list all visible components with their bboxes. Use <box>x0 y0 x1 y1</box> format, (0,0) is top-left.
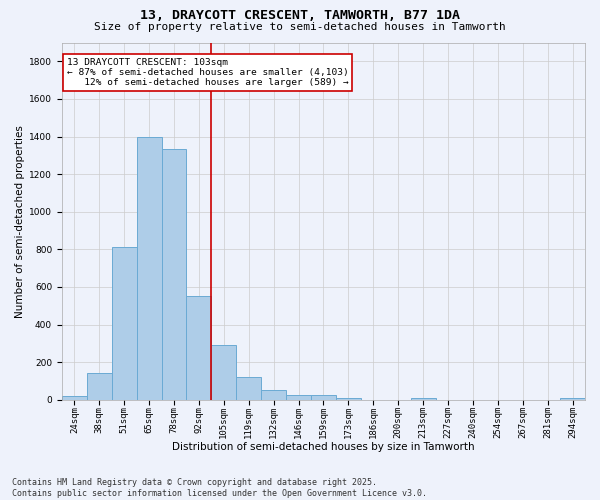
Bar <box>161 149 187 400</box>
Y-axis label: Number of semi-detached properties: Number of semi-detached properties <box>15 124 25 318</box>
Bar <box>236 378 261 400</box>
Bar <box>137 136 161 400</box>
Text: Contains HM Land Registry data © Crown copyright and database right 2025.
Contai: Contains HM Land Registry data © Crown c… <box>12 478 427 498</box>
Text: 13 DRAYCOTT CRESCENT: 103sqm
← 87% of semi-detached houses are smaller (4,103)
 : 13 DRAYCOTT CRESCENT: 103sqm ← 87% of se… <box>67 58 349 88</box>
Bar <box>261 390 286 400</box>
X-axis label: Distribution of semi-detached houses by size in Tamworth: Distribution of semi-detached houses by … <box>172 442 475 452</box>
Bar <box>211 346 236 400</box>
Bar <box>560 398 585 400</box>
Bar <box>311 395 336 400</box>
Bar <box>112 248 137 400</box>
Text: 13, DRAYCOTT CRESCENT, TAMWORTH, B77 1DA: 13, DRAYCOTT CRESCENT, TAMWORTH, B77 1DA <box>140 9 460 22</box>
Bar <box>410 398 436 400</box>
Bar <box>336 398 361 400</box>
Bar <box>62 396 87 400</box>
Text: Size of property relative to semi-detached houses in Tamworth: Size of property relative to semi-detach… <box>94 22 506 32</box>
Bar <box>87 372 112 400</box>
Bar <box>286 395 311 400</box>
Bar <box>187 296 211 400</box>
